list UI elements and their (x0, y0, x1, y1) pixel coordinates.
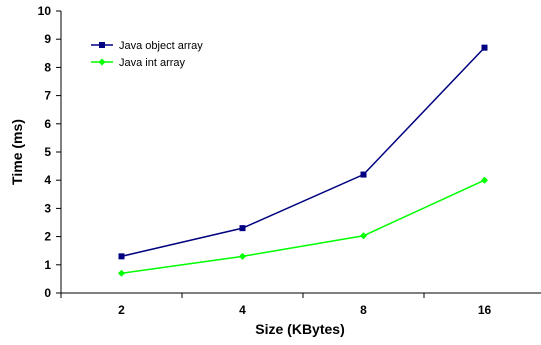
y-tick-label: 10 (38, 4, 52, 18)
data-point-java-object-array (239, 225, 246, 232)
legend: Java object array Java int array (91, 40, 203, 69)
y-axis-ticks: 0 1 2 3 4 5 6 7 8 9 10 (38, 4, 61, 300)
y-tick-label: 9 (44, 32, 51, 46)
y-tick-label: 8 (44, 60, 51, 74)
y-axis-title: Time (ms) (9, 119, 25, 185)
series-line-java-int-array (121, 179, 485, 275)
y-tick-label: 0 (44, 286, 51, 300)
series-java-object-array (118, 44, 488, 260)
data-point-java-int-array (118, 269, 125, 277)
series-line-java-object-array (121, 47, 486, 258)
y-tick-label: 1 (44, 258, 51, 272)
data-point-java-object-array (360, 171, 367, 178)
legend-label-java-object-array: Java object array (119, 40, 203, 52)
legend-marker-square (99, 42, 105, 48)
y-tick-label: 2 (44, 230, 51, 244)
plot-area (60, 11, 541, 294)
series-group (118, 44, 488, 277)
x-axis-title: Size (KBytes) (255, 321, 344, 337)
data-point-java-int-array (481, 176, 488, 184)
y-tick-label: 5 (44, 145, 51, 159)
y-tick-label: 4 (44, 173, 51, 187)
x-tick-label: 16 (478, 303, 492, 317)
legend-marker-diamond (98, 58, 106, 66)
series-java-int-array (118, 176, 488, 277)
x-tick-label: 2 (118, 303, 125, 317)
data-point-java-int-array (360, 232, 367, 240)
data-point-java-object-array (118, 253, 125, 260)
x-tick-label: 4 (239, 303, 246, 317)
x-axis-ticks: 2 4 8 16 (60, 293, 492, 317)
legend-label-java-int-array: Java int array (119, 57, 186, 69)
data-point-java-int-array (239, 252, 246, 260)
y-tick-label: 7 (44, 89, 51, 103)
x-tick-label: 8 (360, 303, 367, 317)
y-tick-label: 6 (44, 117, 51, 131)
data-point-java-object-array (481, 44, 488, 51)
y-tick-label: 3 (44, 201, 51, 215)
